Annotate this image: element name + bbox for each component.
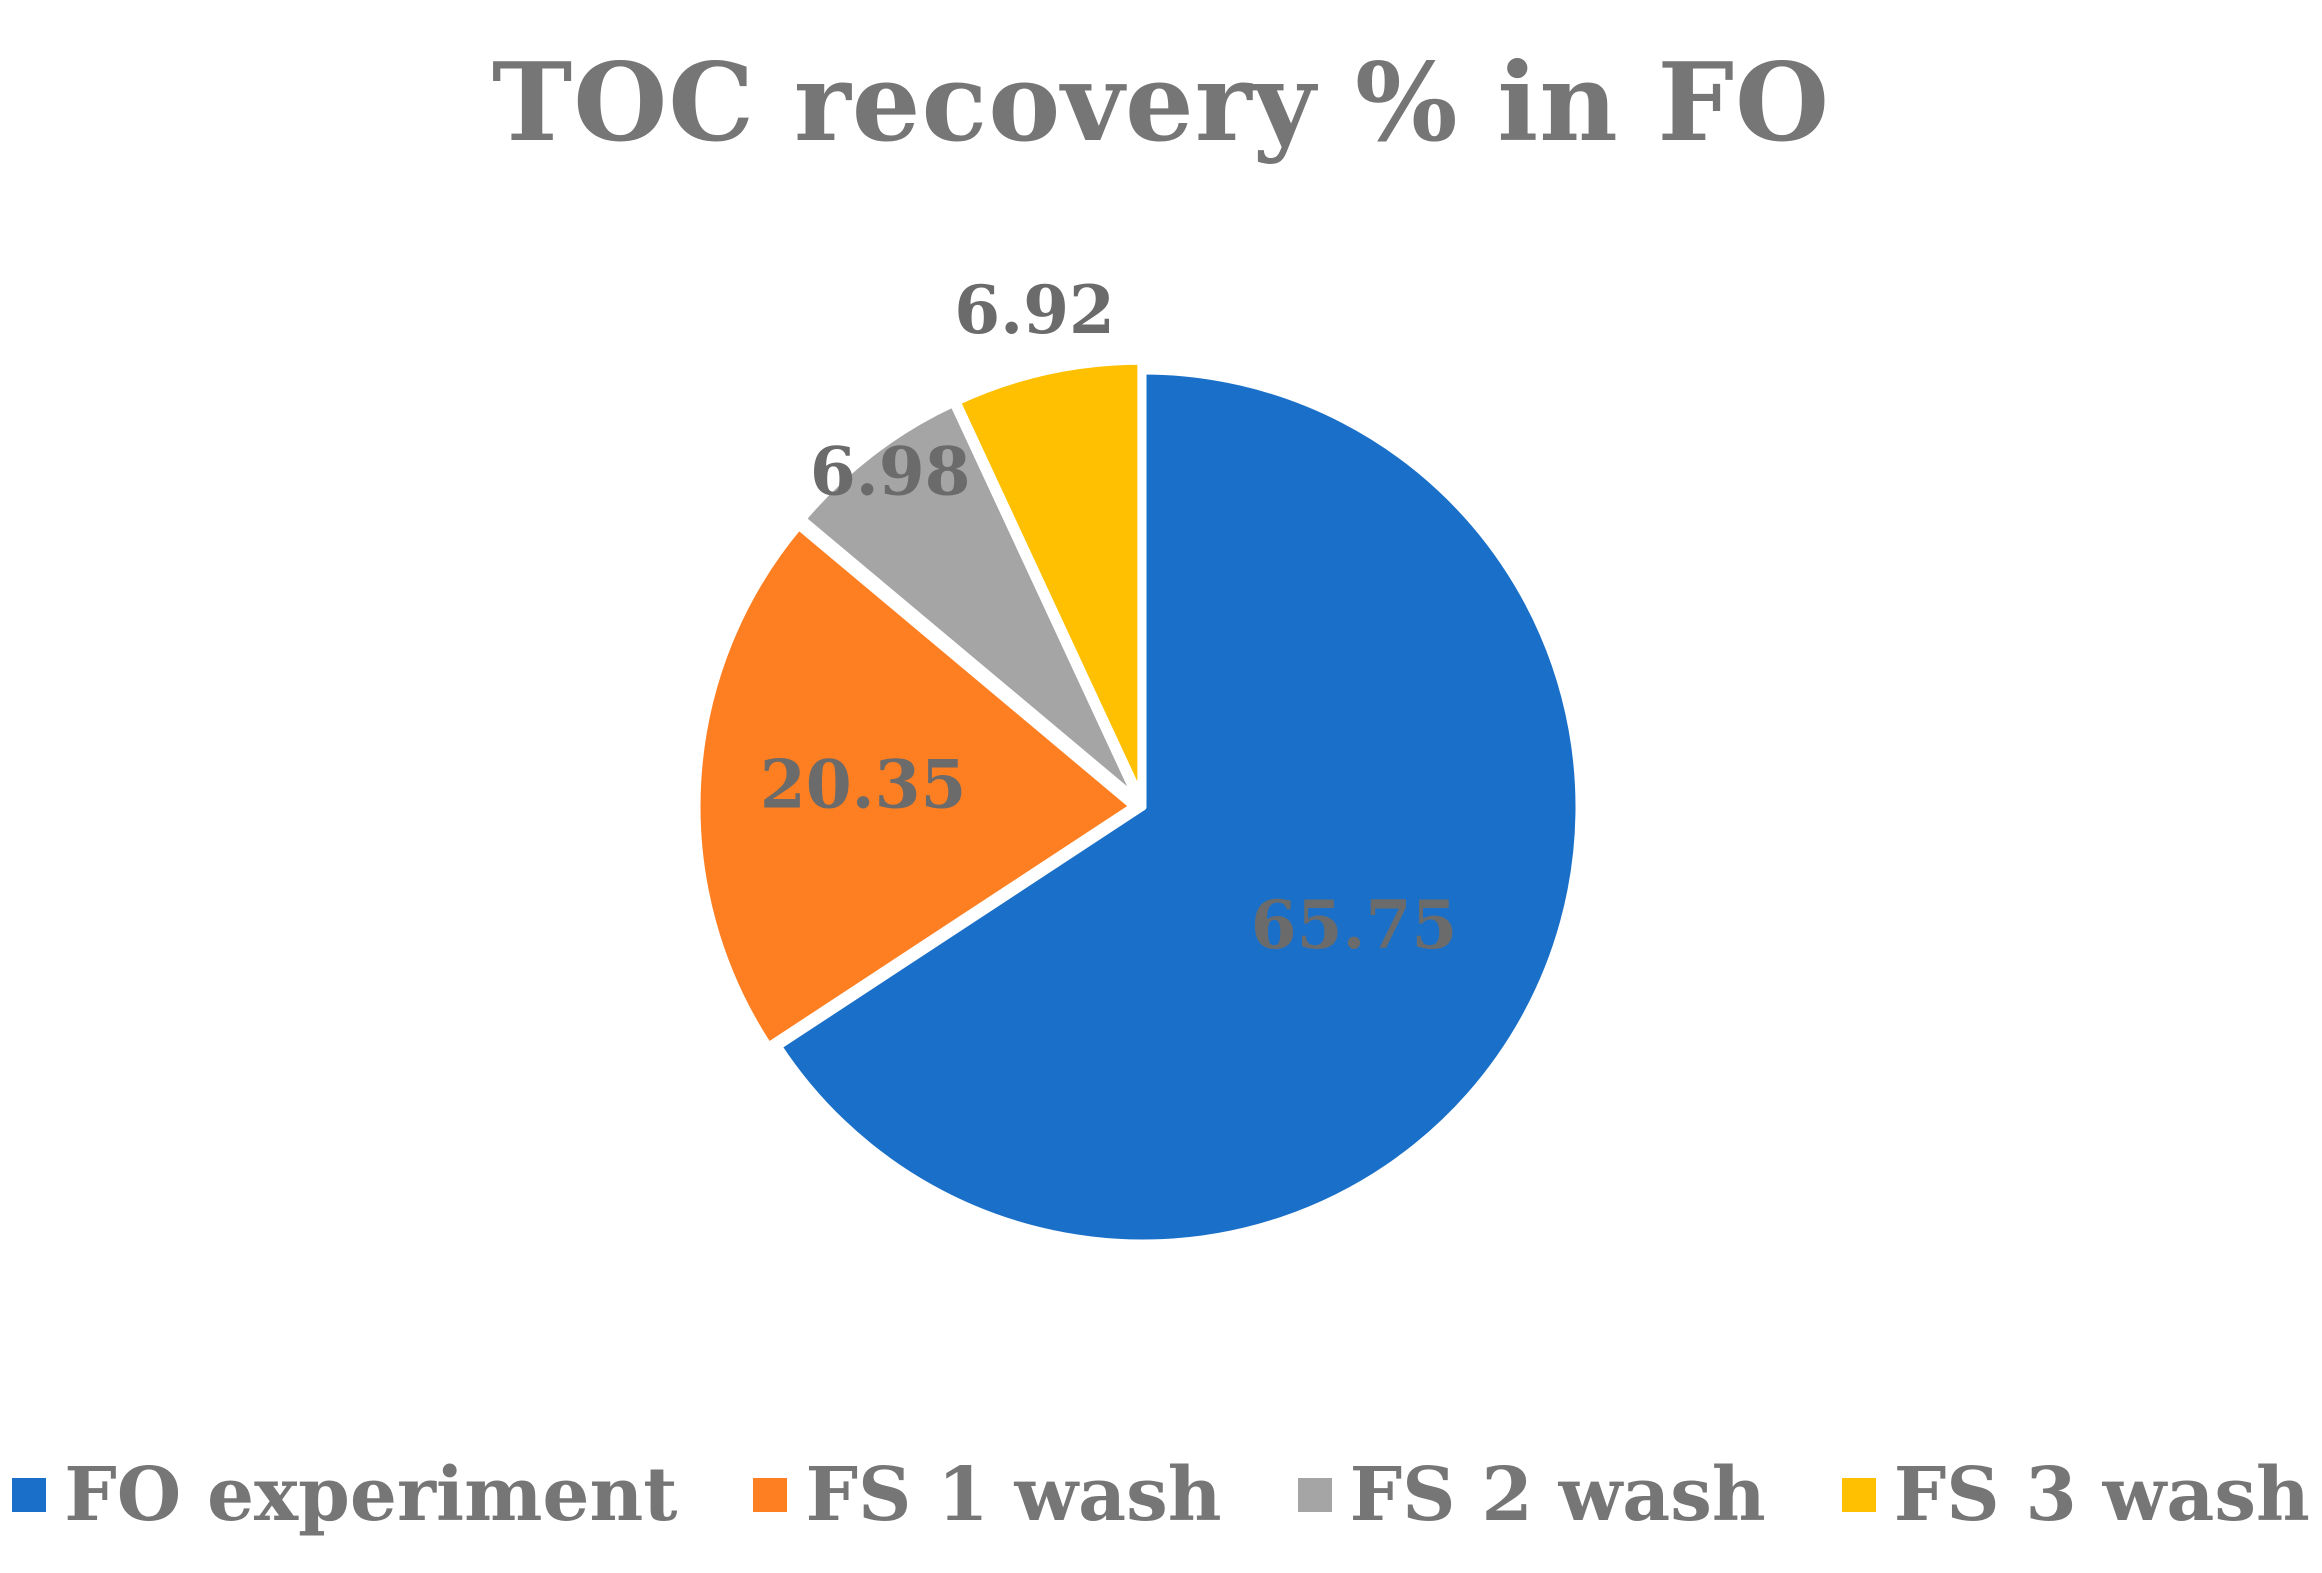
legend-label: FS 2 wash [1349, 1452, 1766, 1538]
legend: FO experiment FS 1 wash FS 2 wash FS 3 w… [0, 1440, 2322, 1550]
legend-item-fs-1-wash: FS 1 wash [753, 1452, 1222, 1538]
legend-item-fs-3-wash: FS 3 wash [1841, 1452, 2310, 1538]
chart-title: TOC recovery % in FO [491, 40, 1831, 166]
data-label: 6.98 [810, 432, 971, 510]
pie-slice-fs-1-wash [693, 522, 1137, 1050]
legend-item-fo-experiment: FO experiment [12, 1452, 677, 1538]
legend-label: FO experiment [64, 1452, 678, 1538]
legend-item-fs-2-wash: FS 2 wash [1297, 1452, 1766, 1538]
pie-slice-fo-experiment [775, 367, 1583, 1247]
data-label: 6.92 [954, 271, 1115, 349]
data-label: 20.35 [760, 746, 967, 824]
legend-swatch [1297, 1478, 1332, 1512]
legend-label: FS 1 wash [805, 1452, 1222, 1538]
pie-slice-fs-2-wash [799, 400, 1141, 803]
legend-label: FS 3 wash [1893, 1452, 2310, 1538]
pie-slice-fs-3-wash [953, 357, 1145, 801]
legend-swatch [12, 1478, 47, 1512]
data-label: 65.75 [1251, 886, 1458, 964]
legend-swatch [753, 1478, 788, 1512]
legend-swatch [1841, 1478, 1876, 1512]
